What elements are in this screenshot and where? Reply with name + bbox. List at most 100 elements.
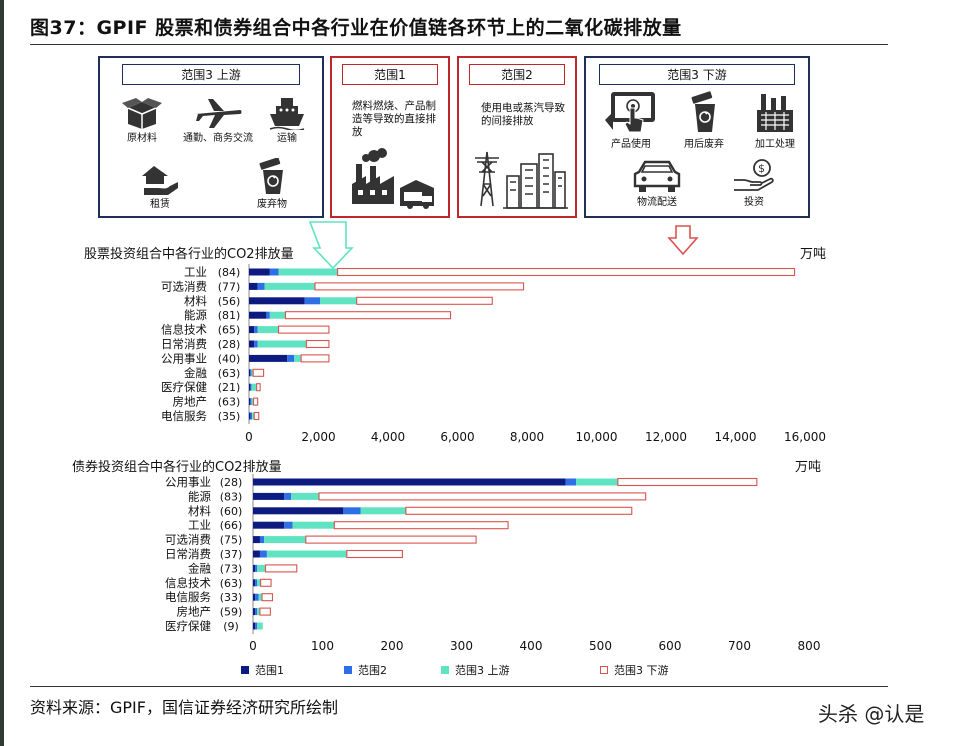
company-count-label: (28) — [220, 476, 243, 489]
legend-swatch — [344, 666, 352, 674]
category-label: 房地产 — [177, 605, 212, 619]
legend-item-scope3-upstream: 范围3 上游 — [441, 662, 510, 678]
icon-label: 原材料 — [127, 133, 157, 144]
bar-segment — [249, 268, 270, 276]
x-tick-label: 800 — [798, 639, 821, 653]
factory-truck-icon — [350, 148, 442, 214]
bar-segment — [250, 369, 252, 377]
stock-chart-unit: 万吨 — [800, 247, 827, 262]
bar-segment — [255, 622, 258, 630]
legend-label: 范围3 下游 — [614, 664, 669, 677]
category-label: 日常消费 — [165, 547, 211, 561]
legend-item-scope2: 范围2 — [344, 662, 387, 678]
bar-segment — [294, 354, 302, 362]
company-count-label: (63) — [220, 577, 243, 590]
bar-segment — [257, 622, 263, 630]
bar-segment — [576, 478, 618, 486]
bar-segment — [565, 478, 577, 486]
bar-segment — [356, 296, 493, 305]
category-label: 能源 — [184, 308, 207, 322]
x-tick-label: 0 — [249, 639, 257, 653]
bar-segment — [314, 282, 525, 291]
category-label: 能源 — [188, 489, 211, 503]
bar-segment — [318, 492, 647, 501]
source-note: 资料来源：GPIF，国信证券经济研究所绘制 — [30, 698, 338, 717]
bar-segment — [257, 282, 265, 290]
category-label: 工业 — [188, 518, 211, 532]
bar-segment — [253, 622, 256, 630]
factory-icon: 加工处理 — [746, 90, 804, 151]
category-label: 工业 — [184, 265, 207, 279]
icon-label: 投资 — [744, 197, 764, 208]
bar-segment — [258, 593, 263, 601]
bar-segment — [249, 412, 251, 420]
bar-segment — [251, 398, 254, 406]
stock-chart-title: 股票投资组合中各行业的CO2排放量 — [84, 247, 294, 262]
bar-segment — [291, 492, 320, 500]
bar-segment — [284, 521, 293, 529]
bond-chart-unit: 万吨 — [795, 460, 822, 475]
airplane-icon: 通勤、商务交流 — [176, 96, 260, 145]
icon-label: 通勤、商务交流 — [183, 133, 253, 144]
bar-segment — [617, 477, 758, 487]
category-label: 电信服务 — [161, 409, 207, 423]
bar-segment — [269, 311, 286, 319]
bar-segment — [264, 282, 316, 290]
category-label: 公用事业 — [161, 351, 207, 365]
category-label: 信息技术 — [165, 576, 211, 590]
x-tick-label: 600 — [659, 639, 682, 653]
bar-segment — [266, 550, 347, 558]
bar-segment — [343, 507, 361, 515]
company-count-label: (35) — [218, 410, 241, 423]
bar-segment — [260, 578, 272, 587]
bar-segment — [253, 492, 285, 500]
bar-segment — [253, 564, 256, 572]
bar-segment — [252, 412, 255, 420]
legend-swatch — [241, 666, 249, 674]
company-count-label: (40) — [218, 352, 241, 365]
bar-segment — [249, 326, 255, 334]
bar-segment — [257, 340, 307, 348]
bar-segment — [257, 608, 260, 616]
bar-segment — [253, 507, 344, 515]
panel-scope2: 范围2 使用电或蒸汽导致的间接排放 — [457, 56, 577, 218]
bar-segment — [249, 297, 305, 305]
bar-segment — [249, 383, 251, 391]
bar-segment — [292, 521, 335, 529]
company-count-label: (65) — [218, 324, 241, 337]
recycle-bin-icon: 用后废弃 — [678, 90, 730, 151]
icon-label: 加工处理 — [755, 139, 795, 150]
top-rule — [30, 44, 888, 45]
company-count-label: (77) — [218, 280, 241, 293]
legend-swatch — [600, 666, 608, 674]
bar-segment — [253, 536, 260, 544]
category-label: 材料 — [184, 294, 207, 308]
bar-segment — [320, 297, 357, 305]
bar-segment — [249, 282, 258, 290]
company-count-label: (28) — [218, 338, 241, 351]
bar-segment — [251, 383, 257, 391]
x-tick-label: 6,000 — [440, 430, 474, 444]
box-icon: 原材料 — [114, 96, 170, 145]
panel-title: 范围1 — [342, 64, 438, 85]
company-count-label: (83) — [220, 490, 243, 503]
bar-segment — [264, 536, 306, 544]
bar-segment — [259, 550, 267, 558]
company-count-label: (75) — [220, 534, 243, 547]
scope3-downstream-arrow — [667, 225, 699, 256]
category-label: 信息技术 — [161, 323, 207, 337]
ship-icon: 运输 — [262, 96, 312, 145]
legend-label: 范围1 — [255, 664, 284, 677]
company-count-label: (84) — [218, 266, 241, 279]
bar-segment — [253, 521, 285, 529]
bar-segment — [252, 397, 259, 406]
legend-item-scope3-downstream: 范围3 下游 — [600, 662, 669, 678]
bar-segment — [333, 521, 509, 530]
power-tower-buildings-icon — [473, 146, 569, 216]
company-count-label: (37) — [220, 548, 243, 561]
x-tick-label: 8,000 — [510, 430, 544, 444]
legend-label: 范围2 — [358, 664, 387, 677]
company-count-label: (21) — [218, 381, 241, 394]
recycle-bin-icon: 废弃物 — [246, 158, 298, 211]
